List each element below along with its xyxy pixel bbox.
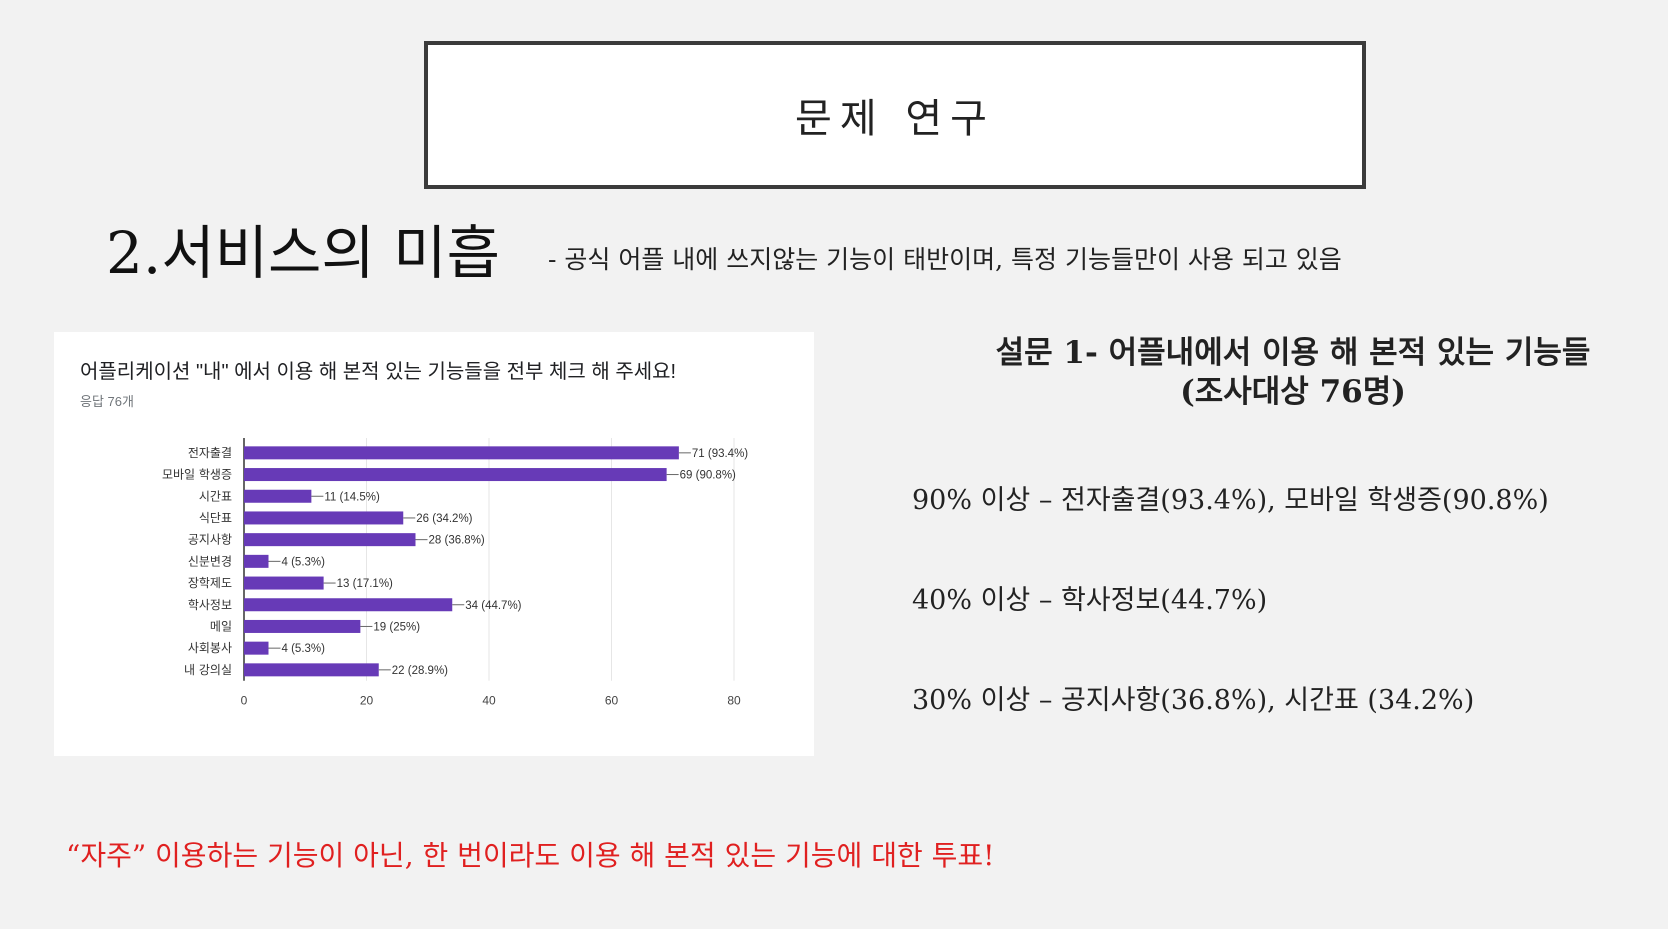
bar — [244, 576, 324, 590]
category-label: 메일 — [210, 619, 232, 633]
data-label: 26 (34.2%) — [416, 513, 472, 525]
data-label: 4 (5.3%) — [282, 643, 326, 655]
survey-title-line1: 설문 1- 어플내에서 이용 해 본적 있는 기능들 — [995, 335, 1591, 371]
x-tick-label: 40 — [482, 694, 496, 708]
bar — [244, 598, 453, 612]
data-label: 22 (28.9%) — [392, 665, 448, 677]
x-tick-label: 60 — [605, 694, 619, 708]
category-label: 공지사항 — [188, 533, 232, 547]
survey-title: 설문 1- 어플내에서 이용 해 본적 있는 기능들 (조사대상 76명) — [900, 334, 1668, 412]
x-tick-label: 20 — [360, 694, 374, 708]
x-tick-label: 80 — [727, 694, 741, 708]
bar — [244, 446, 679, 460]
slide-title-box: 문제 연구 — [424, 41, 1366, 189]
data-label: 11 (14.5%) — [324, 491, 380, 503]
finding-40: 40% 이상 – 학사정보(44.7%) — [912, 585, 1268, 616]
category-label: 전자출결 — [188, 446, 232, 460]
category-label: 장학제도 — [188, 576, 232, 590]
bar — [244, 511, 404, 525]
chart-question: 어플리케이션 "내" 에서 이용 해 본적 있는 기능들을 전부 체크 해 주세… — [80, 360, 676, 383]
x-tick-label: 0 — [241, 694, 248, 708]
bar — [244, 489, 312, 503]
data-label: 13 (17.1%) — [337, 578, 393, 590]
finding-30: 30% 이상 – 공지사항(36.8%), 시간표 (34.2%) — [912, 685, 1475, 716]
category-label: 시간표 — [199, 489, 232, 503]
slide-title: 문제 연구 — [795, 96, 995, 142]
data-label: 4 (5.3%) — [282, 556, 326, 568]
category-label: 신분변경 — [188, 554, 232, 568]
footnote: “자주” 이용하는 기능이 아닌, 한 번이라도 이용 해 본적 있는 기능에 … — [66, 839, 995, 872]
category-label: 사회봉사 — [188, 641, 232, 655]
chart-plot-area: 0 20 40 60 80 전자출결 71 (93.4%) 모바일 학생증 69 (90.8%)… — [162, 438, 748, 708]
data-label: 28 (36.8%) — [429, 535, 485, 547]
data-label: 69 (90.8%) — [680, 470, 736, 482]
category-label: 내 강의실 — [184, 663, 232, 677]
category-label: 모바일 학생증 — [162, 468, 232, 482]
survey-title-line2: (조사대상 76명) — [1180, 373, 1406, 410]
chart-response-count: 응답 76개 — [80, 394, 134, 409]
finding-90: 90% 이상 – 전자출결(93.4%), 모바일 학생증(90.8%) — [912, 485, 1549, 516]
section-subtitle: - 공식 어플 내에 쓰지않는 기능이 태반이며, 특정 기능들만이 사용 되고… — [548, 245, 1342, 274]
category-label: 학사정보 — [188, 598, 232, 612]
survey-chart-card: 어플리케이션 "내" 에서 이용 해 본적 있는 기능들을 전부 체크 해 주세… — [54, 332, 814, 756]
bar — [244, 468, 667, 482]
bar-chart: 어플리케이션 "내" 에서 이용 해 본적 있는 기능들을 전부 체크 해 주세… — [80, 360, 748, 708]
section-heading: 2.서비스의 미흡 — [106, 219, 500, 287]
data-label: 19 (25%) — [373, 621, 420, 633]
data-label: 71 (93.4%) — [692, 448, 748, 460]
bar — [244, 641, 269, 655]
bar — [244, 533, 416, 547]
bar — [244, 619, 361, 633]
data-label: 34 (44.7%) — [465, 600, 521, 612]
bar — [244, 554, 269, 568]
category-label: 식단표 — [199, 511, 232, 525]
bar — [244, 663, 379, 677]
